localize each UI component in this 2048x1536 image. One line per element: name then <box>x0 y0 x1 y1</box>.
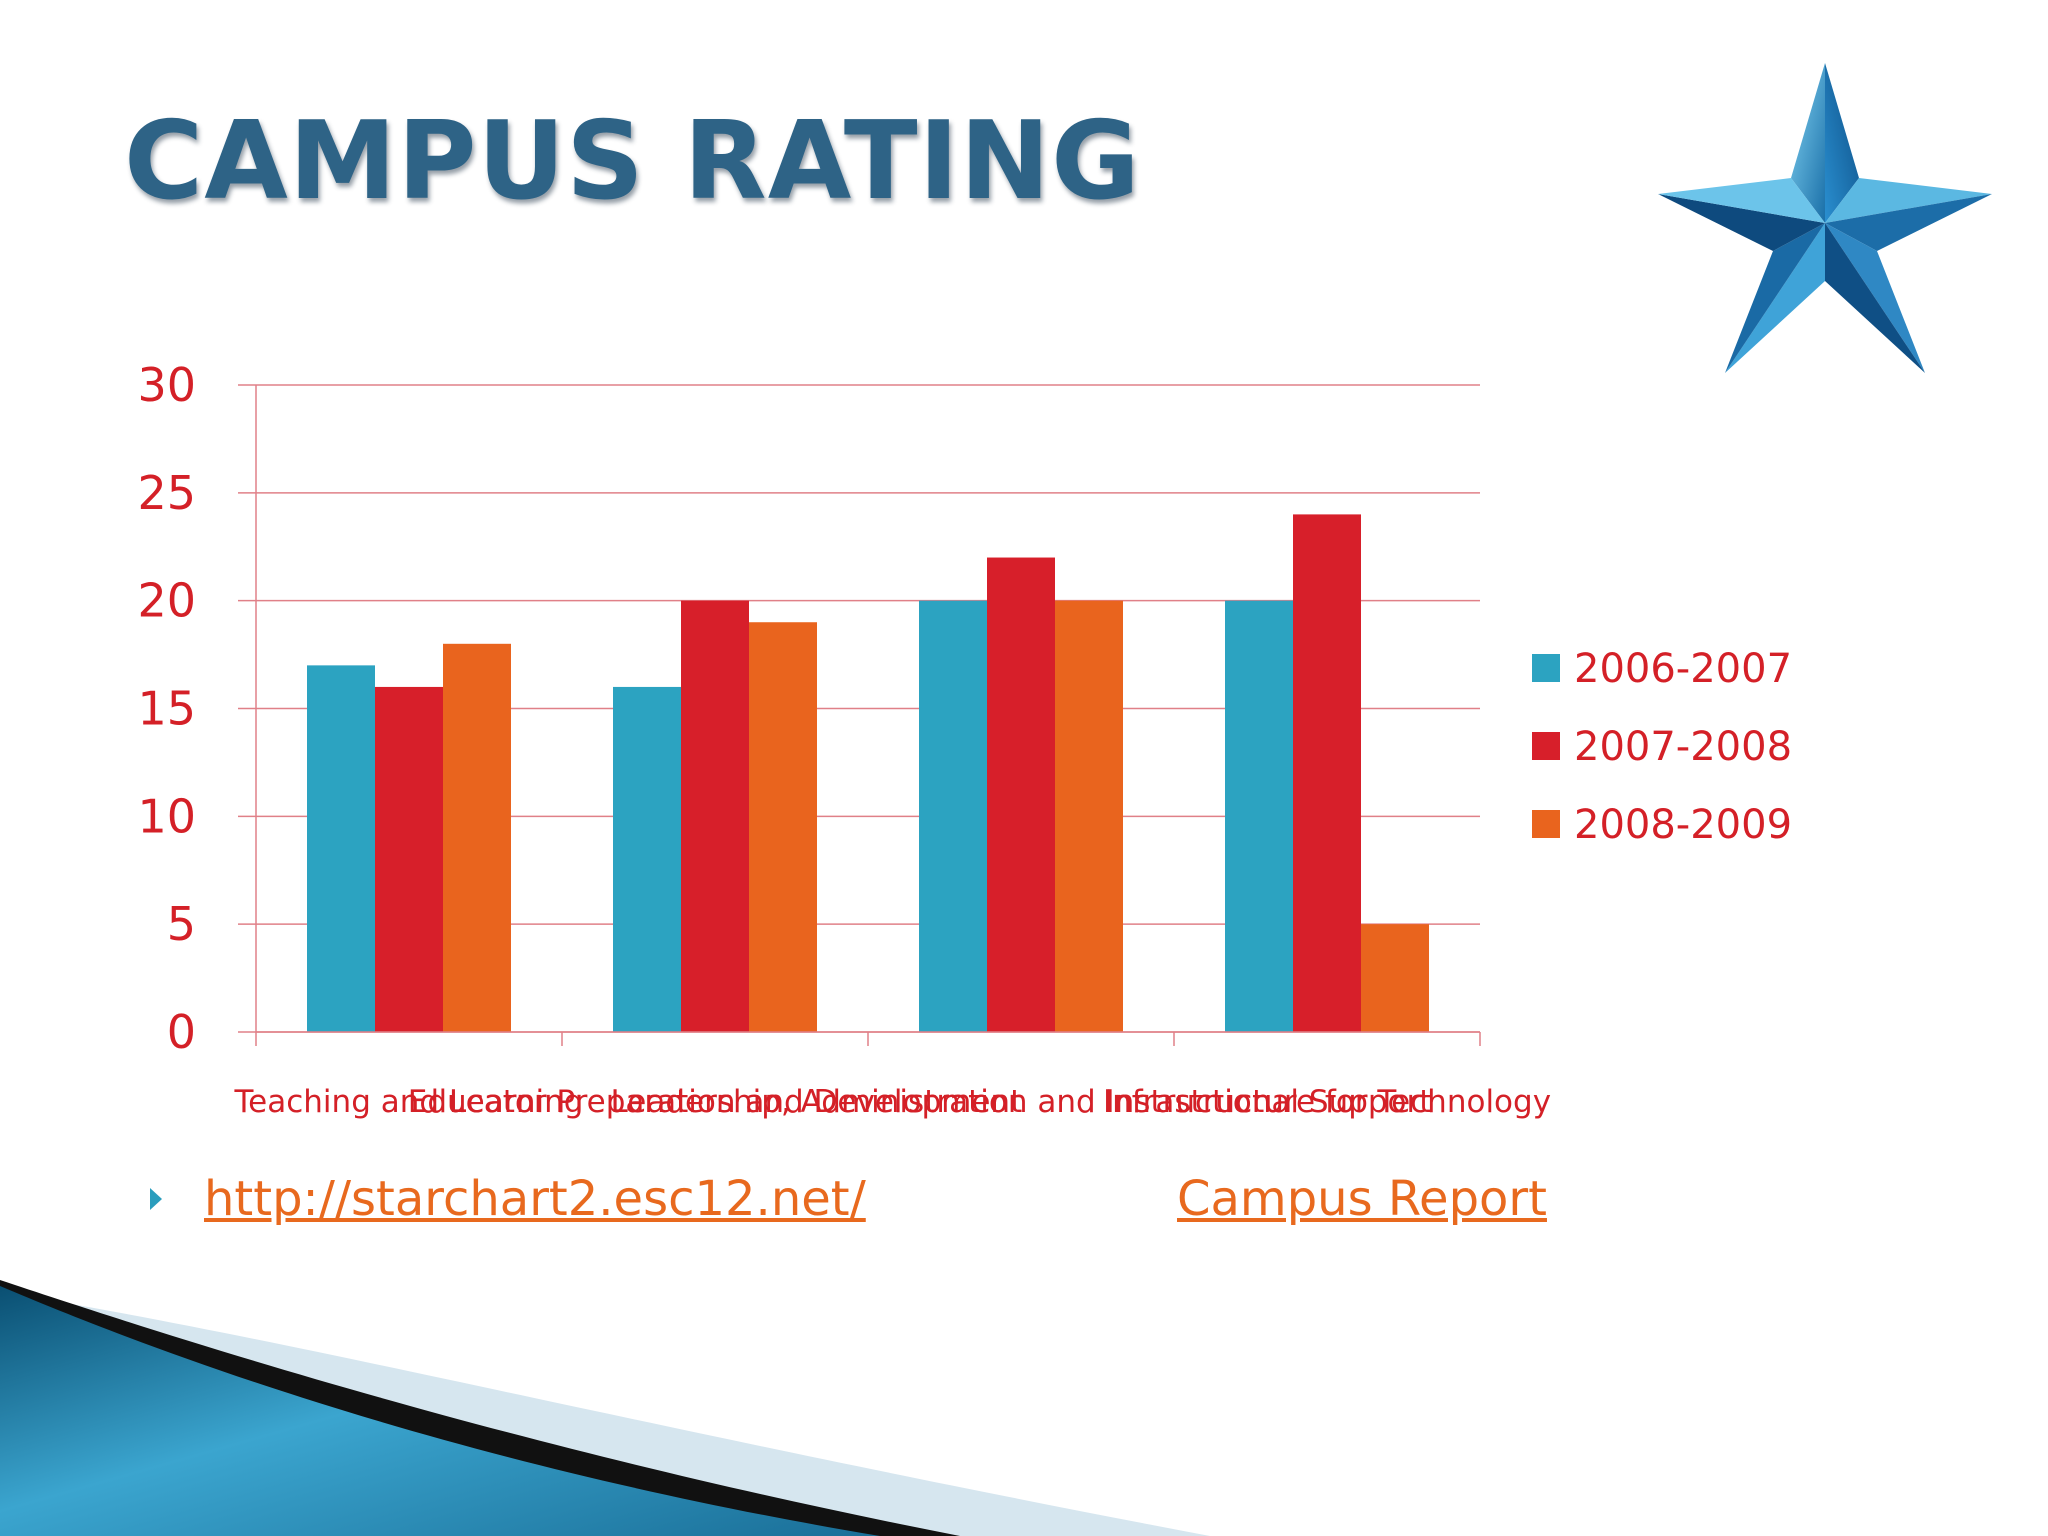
y-tick-label: 5 <box>167 897 196 951</box>
axes: 0 5 10 15 20 25 30 Teaching and LearningEducato… <box>137 358 1551 1120</box>
legend-label: 2006-2007 <box>1574 646 1792 692</box>
bar-chart: 0 5 10 15 20 25 30 Teaching and LearningEducato… <box>137 358 1792 1120</box>
starchart-url-link[interactable]: http://starchart2.esc12.net/ <box>204 1171 866 1227</box>
bar-2007-2008-3 <box>1293 514 1361 1032</box>
y-tick-label: 25 <box>137 466 196 520</box>
y-tick-label: 30 <box>137 358 196 412</box>
legend-label: 2007-2008 <box>1574 724 1792 770</box>
bars <box>307 514 1429 1032</box>
star-icon <box>1658 63 1992 373</box>
bar-2006-2007-2 <box>919 600 987 1032</box>
x-category-label: Leadership, Administration and Instructi… <box>611 1084 1432 1120</box>
legend-swatch <box>1532 732 1560 760</box>
y-tick-label: 20 <box>137 574 196 628</box>
bar-2006-2007-3 <box>1225 600 1293 1032</box>
bar-2008-2009-1 <box>749 622 817 1032</box>
x-category-label: Infrastructure for Technology <box>1103 1084 1551 1120</box>
y-tick-label: 10 <box>137 789 196 843</box>
bullet-line: http://starchart2.esc12.net/ <box>150 1166 866 1232</box>
bar-2008-2009-3 <box>1361 924 1429 1032</box>
bar-2007-2008-1 <box>681 600 749 1032</box>
campus-report-link[interactable]: Campus Report <box>1177 1171 1547 1227</box>
legend-swatch <box>1532 654 1560 682</box>
x-category-label: Educator Preparation and Development <box>408 1084 1022 1120</box>
bullet-arrow-icon <box>150 1188 162 1210</box>
corner-swoosh-decoration <box>0 1280 1210 1536</box>
bar-2007-2008-0 <box>375 686 443 1032</box>
slide-title: CAMPUS RATING <box>124 99 1141 224</box>
legend: 2006-2007 2007-2008 2008-2009 <box>1532 646 1792 848</box>
legend-swatch <box>1532 810 1560 838</box>
bar-2007-2008-2 <box>987 557 1055 1032</box>
bar-2006-2007-0 <box>307 665 375 1032</box>
bar-2008-2009-2 <box>1055 600 1123 1032</box>
y-tick-label: 0 <box>167 1005 196 1059</box>
bar-2008-2009-0 <box>443 643 511 1032</box>
x-category-label: Teaching and Learning <box>234 1084 584 1120</box>
y-tick-label: 15 <box>137 682 196 736</box>
legend-label: 2008-2009 <box>1574 802 1792 848</box>
bar-2006-2007-1 <box>613 686 681 1032</box>
